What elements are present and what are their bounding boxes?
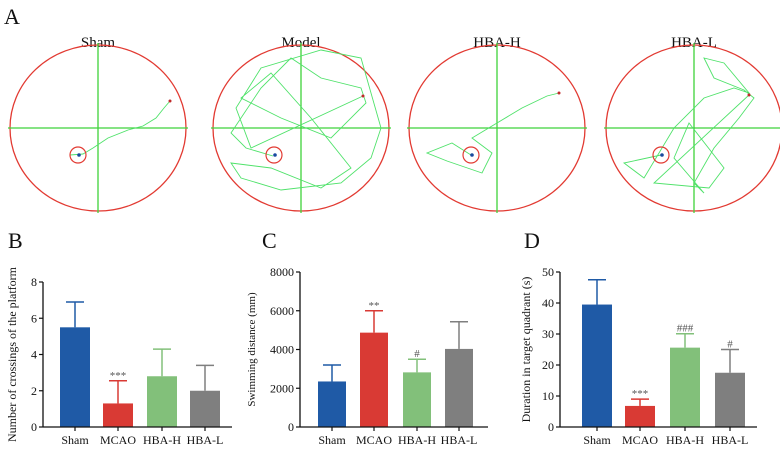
y-tick-label: 0 [31,420,37,434]
y-axis-label: Swimming distance (mm) [246,292,258,407]
x-tick-label: HBA-H [666,433,704,447]
y-tick-label: 40 [542,296,554,310]
y-tick-label: 4000 [270,343,294,357]
y-tick-label: 50 [542,265,554,279]
x-tick-label: MCAO [622,433,658,447]
bar-sham [582,304,612,427]
platform-circle [462,146,480,164]
trajectory-panel-hba-h: HBA-H [407,35,587,213]
y-tick-label: 20 [542,358,554,372]
y-tick-label: 6000 [270,304,294,318]
trajectory-panel-model: Model [211,35,391,213]
swim-path [69,100,171,156]
panel-label: C [262,228,277,253]
y-axis-label: Duration in target quadrant (s) [519,277,533,423]
bar-hba-h [670,347,700,427]
start-marker [273,153,277,157]
trajectory-panel-sham: Sham [8,35,188,213]
y-axis-label: Number of crossings of the platform [5,266,19,442]
y-tick-label: 0 [548,420,554,434]
swim-path [425,92,560,174]
significance-label: *** [632,388,649,400]
significance-label: ### [677,323,694,335]
x-tick-label: MCAO [356,433,392,447]
platform-circle [652,146,670,164]
swim-path [622,57,755,194]
end-marker [557,91,561,95]
panel-label: B [8,228,23,253]
y-tick-label: 2 [31,384,37,398]
bar-mcao [625,405,655,427]
significance-label: # [414,348,420,360]
x-tick-label: Sham [61,433,89,447]
water-maze-trajectories: Sham Model HBA-H HBA-L [8,35,780,213]
x-tick-label: HBA-L [441,433,478,447]
start-marker [77,153,81,157]
end-marker [747,93,751,97]
x-tick-label: Sham [318,433,346,447]
x-tick-label: HBA-L [187,433,224,447]
y-tick-label: 10 [542,389,554,403]
chart-b: B Sham *** MCAO HBA-H HBA-L 0 2 4 6 8 Number of cro… [5,228,232,447]
end-marker [168,99,172,103]
chart-c: C Sham ** MCAO # HBA-H HBA-L 0 2000 4000 6000 8000 S… [246,228,488,447]
y-tick-label: 8000 [270,265,294,279]
y-tick-label: 8 [31,275,37,289]
start-marker [470,153,474,157]
bar-hba-l [190,390,220,427]
platform-circle [265,146,283,164]
chart-d: D Sham *** MCAO ### HBA-H # HBA-L 0 10 20 30 40 50 Dur… [519,228,757,447]
platform-circle [69,146,87,164]
y-tick-label: 2000 [270,381,294,395]
panel-label: D [524,228,540,253]
end-marker [361,94,365,98]
significance-label: # [727,339,733,351]
bar-hba-h [147,376,177,427]
bar-hba-l [715,372,745,427]
y-tick-label: 30 [542,327,554,341]
x-tick-label: MCAO [100,433,136,447]
swim-path [230,49,382,191]
x-tick-label: HBA-H [398,433,436,447]
bar-mcao [103,403,133,427]
significance-label: *** [110,370,127,382]
significance-label: ** [369,300,380,312]
start-marker [660,153,664,157]
bar-hba-l [445,348,473,427]
bar-sham [318,381,346,427]
y-tick-label: 6 [31,311,37,325]
panel-a-label: A [4,4,20,29]
bar-mcao [360,332,388,427]
trajectory-panel-hba-l: HBA-L [604,35,780,213]
x-tick-label: HBA-L [712,433,749,447]
x-tick-label: HBA-H [143,433,181,447]
x-tick-label: Sham [583,433,611,447]
y-tick-label: 4 [31,348,37,362]
bar-sham [60,327,90,427]
y-tick-label: 0 [288,420,294,434]
bar-hba-h [403,372,431,427]
bar-charts: B Sham *** MCAO HBA-H HBA-L 0 2 4 6 8 Number of cro… [5,228,757,447]
